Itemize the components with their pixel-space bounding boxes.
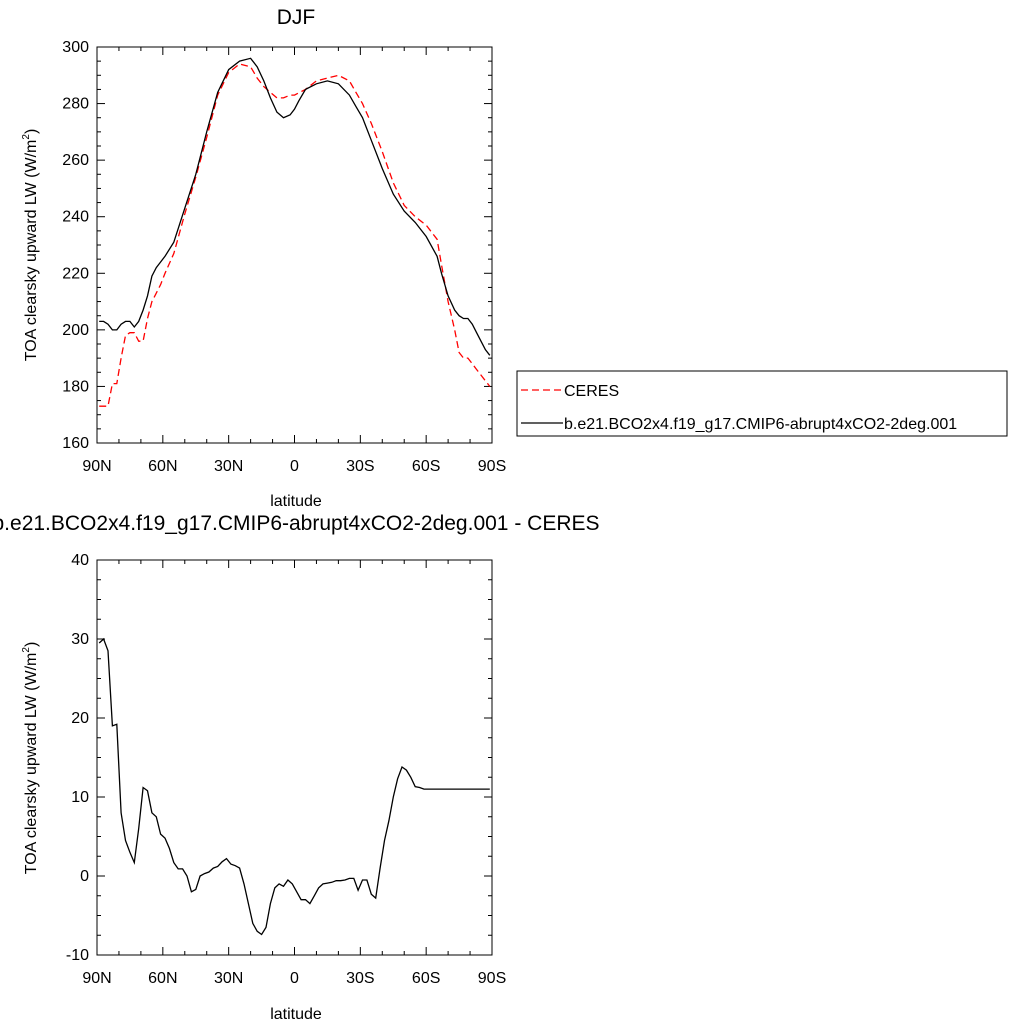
y-tick-label: 260 [62, 152, 89, 169]
legend-label: CERES [564, 383, 619, 400]
x-tick-label: 30N [214, 458, 243, 475]
y-axis-label: TOA clearsky upward LW (W/m2) [21, 129, 40, 362]
legend-box [516, 370, 1008, 437]
plot-frame [96, 559, 493, 956]
y-tick-label: 0 [80, 868, 89, 885]
x-axis-label: latitude [270, 1006, 322, 1023]
x-tick-label: 90S [478, 458, 506, 475]
x-tick-label: 90S [478, 970, 506, 987]
plot-frame [96, 46, 493, 444]
y-tick-label: 300 [62, 39, 89, 56]
x-tick-label: 30S [346, 970, 374, 987]
y-tick-label: 10 [71, 789, 89, 806]
x-tick-label: 0 [290, 970, 299, 987]
y-tick-label: 160 [62, 435, 89, 452]
x-tick-label: 60N [148, 458, 177, 475]
y-tick-label: 240 [62, 209, 89, 226]
y-tick-label: 220 [62, 265, 89, 282]
y-tick-label: 180 [62, 378, 89, 395]
x-axis-label: latitude [270, 493, 322, 510]
y-axis-label: TOA clearsky upward LW (W/m2) [21, 642, 40, 875]
y-tick-label: 40 [71, 552, 89, 569]
x-tick-label: 60S [412, 970, 440, 987]
chart-title: DJF [277, 6, 316, 29]
y-tick-label: 20 [71, 710, 89, 727]
x-tick-label: 0 [290, 458, 299, 475]
x-tick-label: 90N [82, 458, 111, 475]
x-tick-label: 30S [346, 458, 374, 475]
x-tick-label: 60S [412, 458, 440, 475]
x-tick-label: 30N [214, 970, 243, 987]
x-tick-label: 60N [148, 970, 177, 987]
series-line [99, 57, 491, 356]
y-tick-label: -10 [66, 947, 89, 964]
chart-title: b.e21.BCO2x4.f19_g17.CMIP6-abrupt4xCO2-2… [0, 512, 600, 535]
y-tick-label: 280 [62, 96, 89, 113]
series-line [98, 637, 490, 936]
y-tick-label: 200 [62, 322, 89, 339]
y-tick-label: 30 [71, 631, 89, 648]
legend-label: b.e21.BCO2x4.f19_g17.CMIP6-abrupt4xCO2-2… [564, 416, 957, 433]
series-line [99, 63, 491, 407]
x-tick-label: 90N [82, 970, 111, 987]
